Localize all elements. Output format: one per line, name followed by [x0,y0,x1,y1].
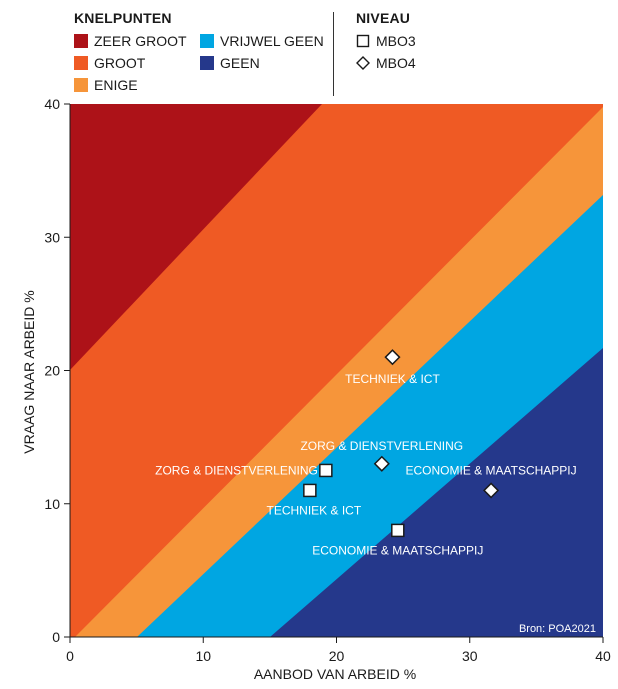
legend-item-zeer-groot: ZEER GROOT [74,30,200,52]
y-tick-label: 20 [44,363,60,379]
band-groot [70,104,603,637]
axes: 0 10 20 30 40 0 10 20 30 40 [44,96,611,664]
x-tick-label: 20 [329,648,345,664]
swatch-vrijwel-geen [200,34,214,48]
legend-label-zeer-groot: ZEER GROOT [94,33,187,49]
swatch-groot [74,56,88,70]
point-label: TECHNIEK & ICT [267,503,362,517]
y-tick-label: 40 [44,96,60,112]
legend-divider [333,12,334,96]
legend-label-vrijwel-geen: VRIJWEL GEEN [220,33,324,49]
legend-knelpunten-title: KNELPUNTEN [74,10,172,26]
point-label: TECHNIEK & ICT [345,372,440,386]
legend-label-mbo3: MBO3 [376,33,416,49]
band-layer [70,104,603,637]
swatch-enige [74,78,88,92]
legend-item-vrijwel-geen: VRIJWEL GEEN [200,30,330,52]
legend-label-enige: ENIGE [94,77,138,93]
square-marker-icon [356,34,370,48]
legend-niveau-title: NIVEAU [356,10,411,26]
legend-label-groot: GROOT [94,55,146,71]
source-label: Bron: POA2021 [519,623,596,635]
swatch-geen [200,56,214,70]
mbo4-point [373,455,390,472]
point-label: ZORG & DIENSTVERLENING [300,439,463,453]
y-tick-label: 0 [52,629,60,645]
x-axis-label: AANBOD VAN ARBEID % [254,666,416,682]
y-axis-label: VRAAG NAAR ARBEID % [21,290,37,453]
y-tick-label: 30 [44,229,60,245]
legend-knelpunten: KNELPUNTEN ZEER GROOT VRIJWEL GEEN GROOT… [74,10,334,96]
legend-label-geen: GEEN [220,55,260,71]
point-label: ZORG & DIENSTVERLENING [155,463,318,477]
x-tick-label: 0 [66,648,74,664]
swatch-zeer-groot [74,34,88,48]
band-zeer-groot [70,104,322,370]
legend-label-mbo4: MBO4 [376,55,416,71]
mbo3-point [303,483,317,498]
legend-item-mbo4: MBO4 [356,52,476,74]
mbo3-point [391,523,405,538]
data-points: ZORG & DIENSTVERLENING TECHNIEK & ICT ECON… [155,349,577,557]
mbo4-point [483,482,500,499]
mbo4-point [384,349,401,366]
x-tick-label: 10 [195,648,211,664]
legend-item-geen: GEEN [200,52,330,74]
y-tick-label: 10 [44,496,60,512]
point-label: ECONOMIE & MAATSCHAPPIJ [405,463,576,477]
point-label: ECONOMIE & MAATSCHAPPIJ [312,543,483,557]
legend-niveau: NIVEAU MBO3 MBO4 [356,10,476,74]
legend-item-enige: ENIGE [74,74,200,96]
x-tick-label: 40 [595,648,611,664]
legend-item-mbo3: MBO3 [356,30,476,52]
legend-item-groot: GROOT [74,52,200,74]
mbo3-point [319,463,333,478]
diamond-marker-icon [356,56,370,70]
x-tick-label: 30 [462,648,478,664]
